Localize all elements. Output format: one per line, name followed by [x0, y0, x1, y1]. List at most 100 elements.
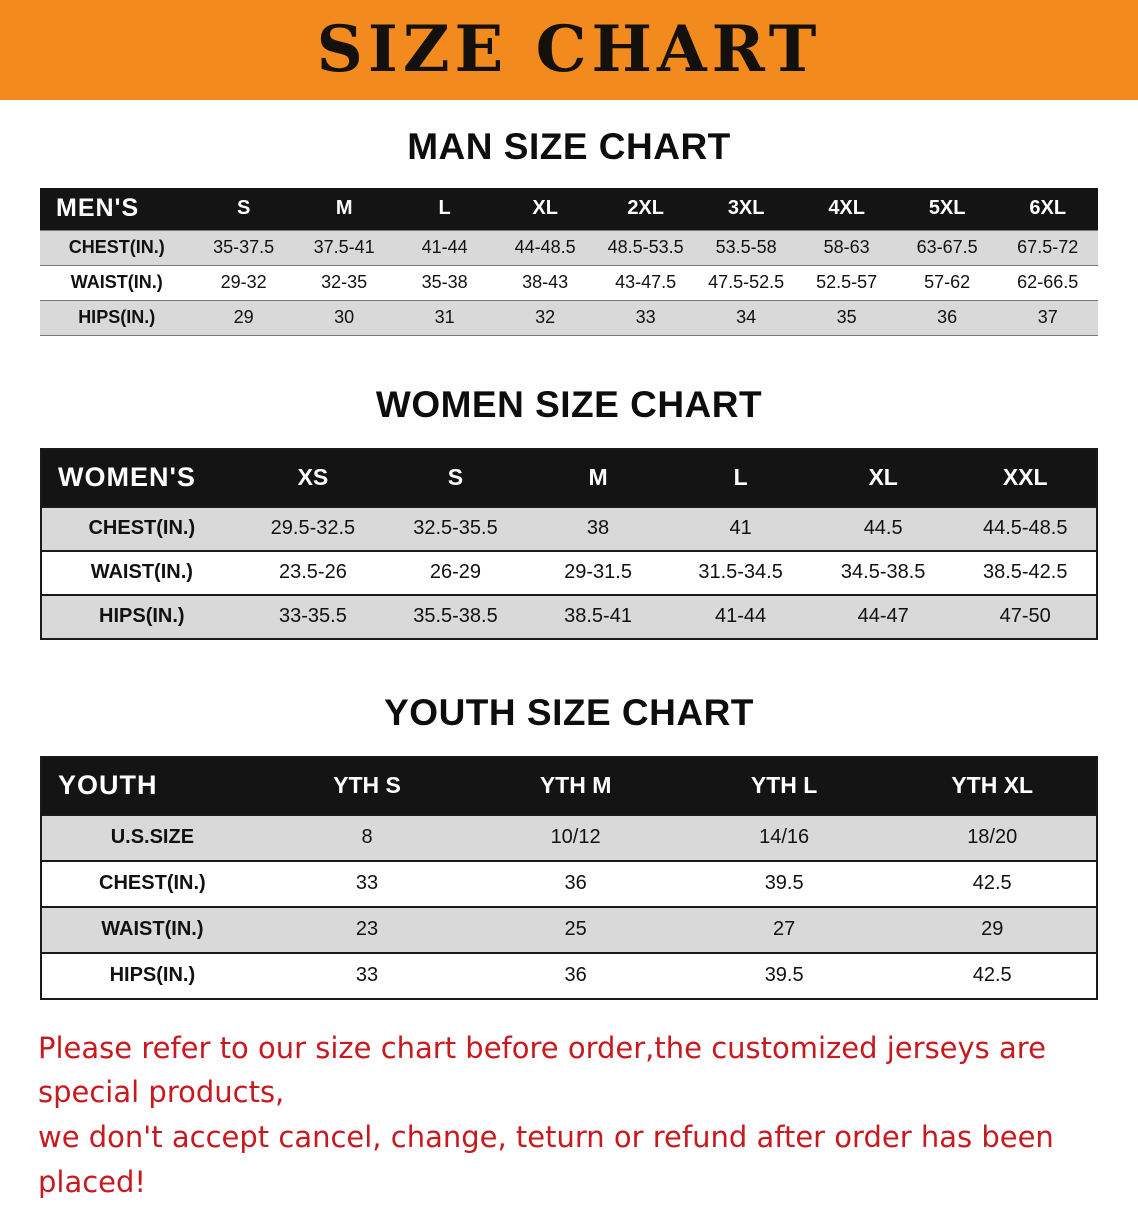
size-value-cell: 39.5: [680, 861, 889, 907]
size-value-cell: 36: [471, 953, 680, 999]
size-value-cell: 23.5-26: [242, 551, 385, 595]
disclaimer-line-1: Please refer to our size chart before or…: [38, 1026, 1108, 1116]
size-value-cell: 33: [263, 953, 472, 999]
row-label: WAIST(IN.): [41, 907, 263, 953]
size-value-cell: 44.5-48.5: [954, 507, 1097, 551]
size-value-cell: 39.5: [680, 953, 889, 999]
size-column-header: L: [669, 449, 812, 507]
size-value-cell: 58-63: [796, 230, 897, 265]
size-column-header: 3XL: [696, 188, 797, 230]
youth-section-title: YOUTH SIZE CHART: [0, 692, 1138, 734]
size-value-cell: 35: [796, 300, 897, 335]
size-chart-page: { "banner": { "title": "SIZE CHART", "bg…: [0, 0, 1138, 1132]
row-label: HIPS(IN.): [41, 595, 242, 639]
size-value-cell: 37: [997, 300, 1098, 335]
banner-title: SIZE CHART: [317, 18, 822, 82]
size-value-cell: 44-48.5: [495, 230, 596, 265]
size-value-cell: 47-50: [954, 595, 1097, 639]
size-column-header: XXL: [954, 449, 1097, 507]
size-value-cell: 31: [394, 300, 495, 335]
size-value-cell: 33-35.5: [242, 595, 385, 639]
size-value-cell: 10/12: [471, 815, 680, 861]
size-value-cell: 32-35: [294, 265, 395, 300]
size-value-cell: 27: [680, 907, 889, 953]
man-section-title: MAN SIZE CHART: [0, 126, 1138, 168]
size-chart-banner: SIZE CHART: [0, 0, 1138, 100]
size-value-cell: 29: [193, 300, 294, 335]
size-value-cell: 53.5-58: [696, 230, 797, 265]
size-value-cell: 35.5-38.5: [384, 595, 527, 639]
size-value-cell: 38.5-42.5: [954, 551, 1097, 595]
size-value-cell: 38-43: [495, 265, 596, 300]
size-value-cell: 29: [888, 907, 1097, 953]
size-column-header: YTH S: [263, 757, 472, 815]
size-value-cell: 31.5-34.5: [669, 551, 812, 595]
row-label: U.S.SIZE: [41, 815, 263, 861]
size-value-cell: 44.5: [812, 507, 955, 551]
size-column-header: L: [394, 188, 495, 230]
row-label: HIPS(IN.): [40, 300, 193, 335]
size-value-cell: 67.5-72: [997, 230, 1098, 265]
size-value-cell: 41: [669, 507, 812, 551]
size-value-cell: 43-47.5: [595, 265, 696, 300]
size-value-cell: 32.5-35.5: [384, 507, 527, 551]
size-value-cell: 25: [471, 907, 680, 953]
disclaimer: Please refer to our size chart before or…: [0, 1026, 1138, 1205]
size-value-cell: 34.5-38.5: [812, 551, 955, 595]
size-column-header: S: [193, 188, 294, 230]
size-column-header: YTH XL: [888, 757, 1097, 815]
women-section-title: WOMEN SIZE CHART: [0, 384, 1138, 426]
size-column-header: XL: [495, 188, 596, 230]
size-value-cell: 38: [527, 507, 670, 551]
size-value-cell: 32: [495, 300, 596, 335]
size-value-cell: 30: [294, 300, 395, 335]
size-column-header: 5XL: [897, 188, 998, 230]
size-value-cell: 41-44: [669, 595, 812, 639]
size-value-cell: 41-44: [394, 230, 495, 265]
table-corner-label: YOUTH: [41, 757, 263, 815]
size-value-cell: 34: [696, 300, 797, 335]
size-column-header: XL: [812, 449, 955, 507]
row-label: WAIST(IN.): [40, 265, 193, 300]
size-column-header: M: [294, 188, 395, 230]
size-column-header: XS: [242, 449, 385, 507]
row-label: WAIST(IN.): [41, 551, 242, 595]
row-label: CHEST(IN.): [40, 230, 193, 265]
size-column-header: YTH M: [471, 757, 680, 815]
size-value-cell: 36: [897, 300, 998, 335]
size-value-cell: 14/16: [680, 815, 889, 861]
size-value-cell: 23: [263, 907, 472, 953]
size-value-cell: 38.5-41: [527, 595, 670, 639]
size-column-header: M: [527, 449, 670, 507]
size-column-header: 4XL: [796, 188, 897, 230]
size-value-cell: 33: [595, 300, 696, 335]
size-value-cell: 57-62: [897, 265, 998, 300]
size-value-cell: 18/20: [888, 815, 1097, 861]
size-value-cell: 35-37.5: [193, 230, 294, 265]
size-value-cell: 63-67.5: [897, 230, 998, 265]
size-value-cell: 62-66.5: [997, 265, 1098, 300]
table-corner-label: WOMEN'S: [41, 449, 242, 507]
size-value-cell: 36: [471, 861, 680, 907]
size-column-header: S: [384, 449, 527, 507]
row-label: HIPS(IN.): [41, 953, 263, 999]
size-value-cell: 8: [263, 815, 472, 861]
size-value-cell: 35-38: [394, 265, 495, 300]
row-label: CHEST(IN.): [41, 507, 242, 551]
size-value-cell: 29.5-32.5: [242, 507, 385, 551]
size-column-header: YTH L: [680, 757, 889, 815]
